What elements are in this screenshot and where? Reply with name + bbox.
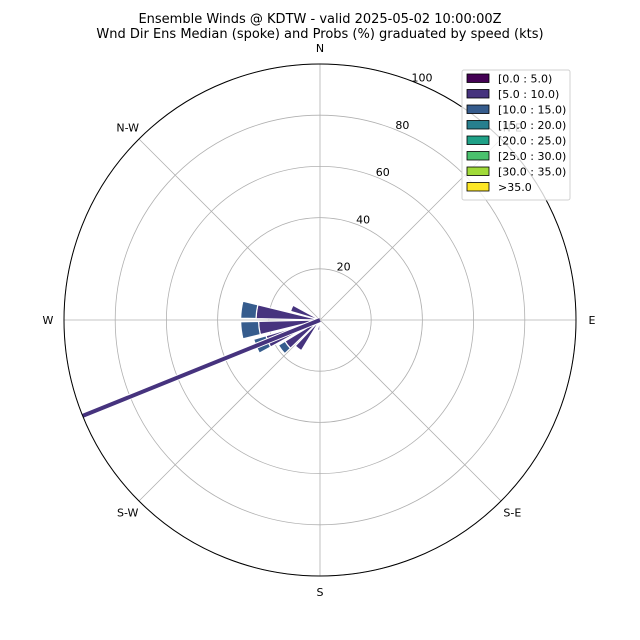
median-spoke — [81, 317, 322, 419]
dir-label-w: W — [43, 314, 54, 327]
dir-label-s: S — [317, 586, 324, 599]
r-tick-100: 100 — [411, 71, 432, 84]
legend-swatch-35-0 — [466, 182, 490, 192]
r-tick-80: 80 — [395, 119, 409, 132]
grid-spoke-s-e — [319, 319, 502, 502]
legend-label-35-0: >35.0 — [498, 181, 532, 194]
legend-swatch-5-0-10-0 — [466, 89, 490, 99]
legend-label-10-0-15-0: [10.0 : 15.0) — [498, 104, 566, 117]
bar-278-5-0-10-0 — [255, 304, 319, 321]
legend-label-5-0-10-0: [5.0 : 10.0) — [498, 88, 559, 101]
legend-swatch-15-0-20-0 — [466, 120, 490, 130]
legend-swatch-30-0-35-0 — [466, 166, 490, 176]
legend-label-30-0-35-0: [30.0 : 35.0) — [498, 166, 566, 179]
chart-title: Ensemble Winds @ KDTW - valid 2025-05-02… — [138, 12, 501, 27]
radial-tick-labels: 20 40 60 80 100 — [337, 71, 433, 273]
legend-swatch-20-0-25-0 — [466, 135, 490, 145]
legend-label-25-0-30-0: [25.0 : 30.0) — [498, 150, 566, 163]
r-tick-40: 40 — [356, 213, 370, 226]
wind-bars — [240, 300, 321, 355]
bar-233-10-0-15-0 — [277, 340, 292, 355]
dir-label-s-w: S-W — [117, 506, 139, 519]
legend-label-0-0-5-0: [0.0 : 5.0) — [498, 73, 552, 86]
legend: [0.0 : 5.0) [5.0 : 10.0) [10.0 : 15.0) [15.… — [461, 69, 571, 201]
dir-label-n-w: N-W — [116, 122, 139, 135]
legend-swatch-25-0-30-0 — [466, 151, 490, 161]
legend-swatch-10-0-15-0 — [466, 104, 490, 114]
legend-label-15-0-20-0: [15.0 : 20.0) — [498, 119, 566, 132]
bar-263-10-0-15-0 — [240, 320, 262, 340]
direction-labels: NN-EES-ESS-WWN-W — [43, 42, 596, 599]
grid-spoke-n-w — [138, 138, 321, 321]
spoke-line — [81, 318, 321, 418]
grid-spoke-s-w — [138, 319, 321, 502]
r-tick-20: 20 — [337, 261, 351, 274]
r-tick-60: 60 — [376, 166, 390, 179]
bar-278-10-0-15-0 — [240, 300, 259, 320]
legend-label-20-0-25-0: [20.0 : 25.0) — [498, 135, 566, 148]
dir-label-s-e: S-E — [503, 506, 521, 519]
polar-frame — [63, 63, 577, 577]
dir-label-e: E — [589, 314, 596, 327]
dir-label-n: N — [316, 42, 324, 55]
legend-swatch-0-0-5-0 — [466, 73, 490, 83]
chart-subtitle: Wnd Dir Ens Median (spoke) and Probs (%)… — [96, 27, 543, 42]
